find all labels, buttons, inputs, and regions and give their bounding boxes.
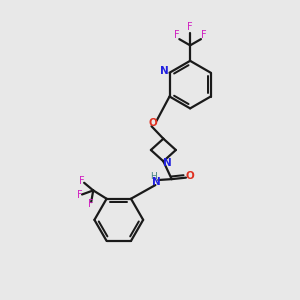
Text: N: N bbox=[163, 158, 172, 168]
Text: F: F bbox=[187, 22, 193, 32]
Text: F: F bbox=[174, 30, 179, 40]
Text: N: N bbox=[160, 66, 169, 76]
Text: O: O bbox=[148, 118, 157, 128]
Text: N: N bbox=[152, 177, 161, 187]
Text: F: F bbox=[201, 30, 206, 40]
Text: H: H bbox=[151, 172, 157, 181]
Text: F: F bbox=[88, 199, 93, 209]
Text: F: F bbox=[79, 176, 85, 186]
Text: O: O bbox=[185, 171, 194, 181]
Text: F: F bbox=[76, 190, 82, 200]
